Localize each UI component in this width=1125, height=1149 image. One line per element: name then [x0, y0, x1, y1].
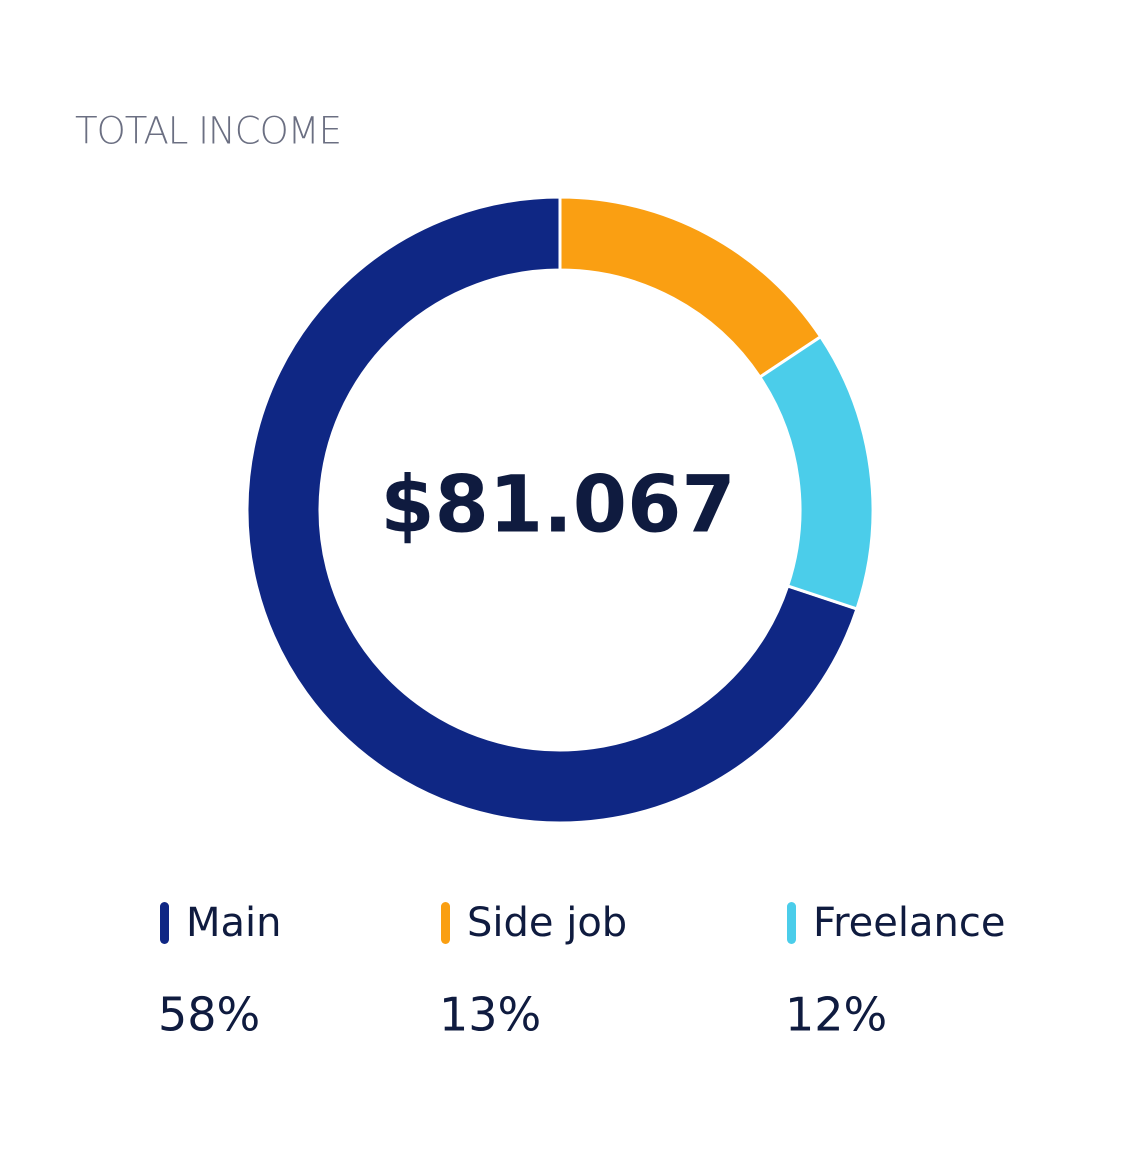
legend-label: Main: [186, 900, 282, 946]
value-label: 13%: [439, 988, 541, 1042]
legend-swatch: [160, 902, 169, 944]
legend-label: Side job: [467, 900, 627, 946]
center-label: $81.067: [380, 460, 735, 550]
donut-slice: [245, 195, 859, 825]
donut: [245, 195, 875, 825]
legend-label: Freelance: [813, 900, 1005, 946]
chart-title: TOTAL INCOME: [75, 110, 341, 153]
value-label: 12%: [785, 988, 887, 1042]
legend-swatch: [787, 902, 796, 944]
donut-slice: [757, 334, 875, 611]
value-label: 58%: [158, 988, 260, 1042]
legend-swatch: [441, 902, 450, 944]
legend: Main 58% Side job 13% Freelance 12%: [158, 900, 1005, 1042]
